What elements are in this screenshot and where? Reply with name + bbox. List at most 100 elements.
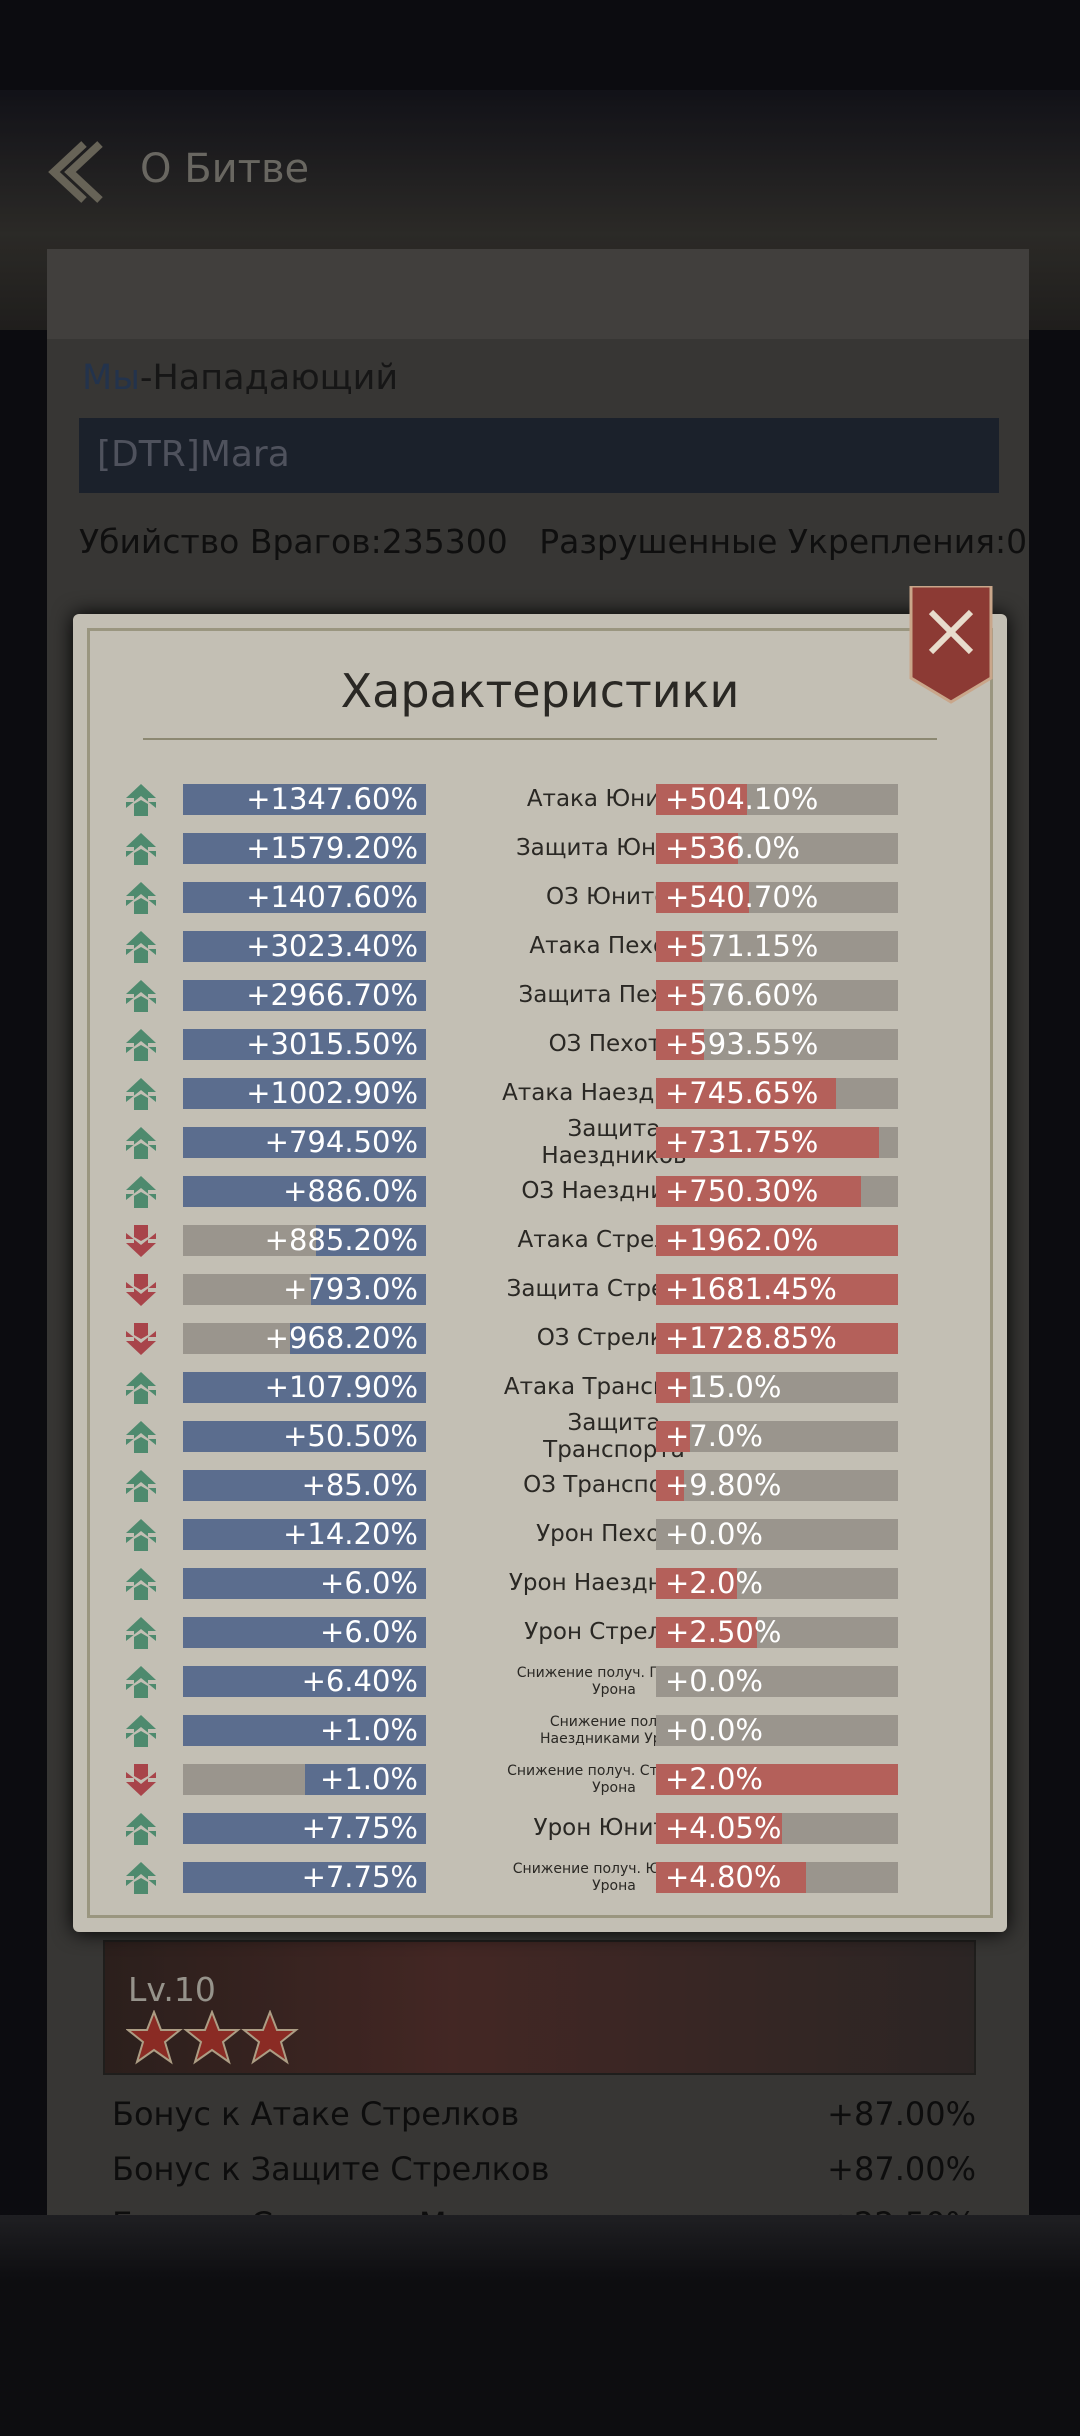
left-bar-track [183,1029,426,1060]
left-bar-track [183,1764,426,1795]
left-bar [311,1274,426,1305]
bonus-value: +87.00% [827,2095,976,2133]
left-bar [183,784,426,815]
right-bar-track [656,1470,898,1501]
arrow-up [126,1568,156,1600]
right-bar [656,1421,690,1452]
right-bar [656,980,704,1011]
left-value: +3023.40% [246,929,418,963]
right-value: +4.80% [665,1860,782,1894]
right-value: +1728.85% [665,1321,837,1355]
bonus-value: +87.00% [827,2150,976,2188]
modal-frame [87,628,993,1918]
arrow-up [126,1372,156,1404]
left-bar [183,1470,426,1501]
left-bar-track [183,1225,426,1256]
stat-row: +885.20% Атака Стрелков +1962.0% [73,1216,1007,1265]
stat-row: +794.50% Защита Наездников +731.75% [73,1116,1007,1169]
right-value: +4.05% [665,1811,782,1845]
right-bar [656,784,747,815]
right-bar-track [656,1127,898,1158]
right-value: +15.0% [665,1370,782,1404]
right-bar [656,1225,898,1256]
bonus-name: Бонус к Атаке Стрелков [112,2095,520,2133]
stat-row: +1002.90% Атака Наездников +745.65% [73,1069,1007,1118]
right-bar-track [656,1225,898,1256]
role: -Нападающий [139,358,399,398]
left-bar-track [183,1127,426,1158]
left-bar [183,882,426,913]
arrow-up [126,1666,156,1698]
modal-title: Характеристики [340,664,740,718]
stat-row: +7.75% Урон Юнитов +4.05% [73,1804,1007,1853]
left-value: +1579.20% [246,831,418,865]
stat-row: +886.0% ОЗ Наездников +750.30% [73,1167,1007,1216]
left-bar [183,1372,426,1403]
bottom-bar [0,2215,1080,2436]
arrow-up [126,1029,156,1061]
left-bar-track [183,1078,426,1109]
left-bar [183,1862,426,1893]
hero-level: Lv.10 [128,1970,216,2009]
arrow-up [126,1421,156,1453]
right-bar-track [656,1176,898,1207]
stat-list: +1347.60% Атака Юнитов +504.10% +1579.20% За… [73,744,1007,1904]
right-bar-track [656,1274,898,1305]
left-bar-track [183,1176,426,1207]
stat-row: +6.0% Урон Наездников +2.0% [73,1559,1007,1608]
arrow-up [126,980,156,1012]
close-button[interactable] [907,586,995,704]
left-bar-track [183,882,426,913]
left-bar-track [183,1617,426,1648]
right-bar-track [656,1323,898,1354]
right-value: +1962.0% [665,1223,819,1257]
left-value: +6.40% [301,1664,418,1698]
player-name: [DTR]Mara [97,434,290,475]
left-bar-track [183,980,426,1011]
left-bar-track [183,1421,426,1452]
stats-line: Убийство Врагов:235300 Разрушенные Укреп… [79,522,1027,561]
left-value: +6.0% [320,1615,418,1649]
left-bar [183,1421,426,1452]
right-bar [656,1176,861,1207]
right-bar [656,1813,783,1844]
stat-row: +14.20% Урон Пехоты +0.0% [73,1510,1007,1559]
arrow-up [126,833,156,865]
left-bar-track [183,1372,426,1403]
hero-card [103,1940,976,2075]
left-bar [183,1568,426,1599]
bonus-name: Бонус к Защите Стрелков [112,2150,550,2188]
right-value: +745.65% [665,1076,819,1110]
right-bar [656,1029,704,1060]
left-bar [183,1029,426,1060]
left-bar [183,1078,426,1109]
right-bar [656,1764,898,1795]
right-value: +0.0% [665,1517,763,1551]
left-value: +50.50% [283,1419,418,1453]
left-bar [183,1127,426,1158]
right-bar [656,882,749,913]
right-value: +576.60% [665,978,819,1012]
arrow-down [126,1225,156,1257]
destroyed: Разрушенные Укрепления:0 [539,522,1028,561]
left-bar [304,1764,426,1795]
left-bar-track [183,1715,426,1746]
right-bar-track [656,1568,898,1599]
stat-row: +85.0% ОЗ Транспорта +9.80% [73,1461,1007,1510]
left-value: +1.0% [320,1762,418,1796]
left-bar [183,1176,426,1207]
right-bar-track [656,1862,898,1893]
stat-row: +1579.20% Защита Юнитов +536.0% [73,824,1007,873]
left-value: +794.50% [264,1125,418,1159]
left-value: +1.0% [320,1713,418,1747]
right-bar [656,931,702,962]
right-bar [656,1078,836,1109]
left-bar [289,1323,426,1354]
left-bar [183,931,426,962]
back-button[interactable] [44,140,104,204]
right-bar [656,1617,757,1648]
left-bar [316,1225,426,1256]
stars [126,2010,299,2065]
right-bar-track [656,1372,898,1403]
right-bar [656,1323,898,1354]
